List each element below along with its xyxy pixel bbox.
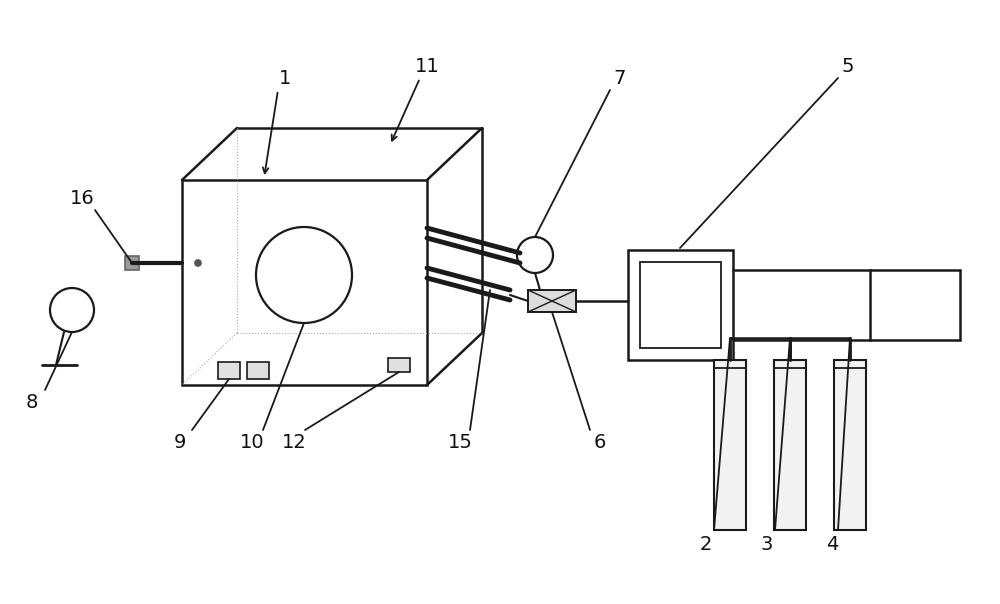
Bar bbox=[182, 180, 427, 385]
Bar bbox=[714, 360, 746, 530]
Text: 4: 4 bbox=[826, 536, 838, 554]
Text: 11: 11 bbox=[415, 57, 439, 77]
Bar bbox=[528, 290, 576, 312]
Text: 1: 1 bbox=[279, 68, 291, 88]
Text: 16: 16 bbox=[70, 188, 94, 208]
Text: 10: 10 bbox=[240, 432, 264, 452]
Text: 15: 15 bbox=[448, 432, 472, 452]
Bar bbox=[388, 358, 410, 372]
Text: 2: 2 bbox=[700, 536, 712, 554]
Bar bbox=[774, 360, 806, 530]
Text: 9: 9 bbox=[174, 432, 186, 452]
Bar bbox=[218, 362, 240, 379]
Text: 12: 12 bbox=[282, 432, 306, 452]
Text: 7: 7 bbox=[614, 68, 626, 88]
Text: 8: 8 bbox=[26, 393, 38, 411]
Bar bbox=[834, 360, 866, 530]
Circle shape bbox=[195, 260, 201, 266]
Text: 5: 5 bbox=[842, 57, 854, 77]
Bar bbox=[125, 256, 139, 270]
Bar bbox=[247, 362, 269, 379]
Text: 6: 6 bbox=[594, 432, 606, 452]
Bar bbox=[628, 250, 733, 360]
Text: 3: 3 bbox=[761, 536, 773, 554]
Bar bbox=[640, 262, 721, 348]
